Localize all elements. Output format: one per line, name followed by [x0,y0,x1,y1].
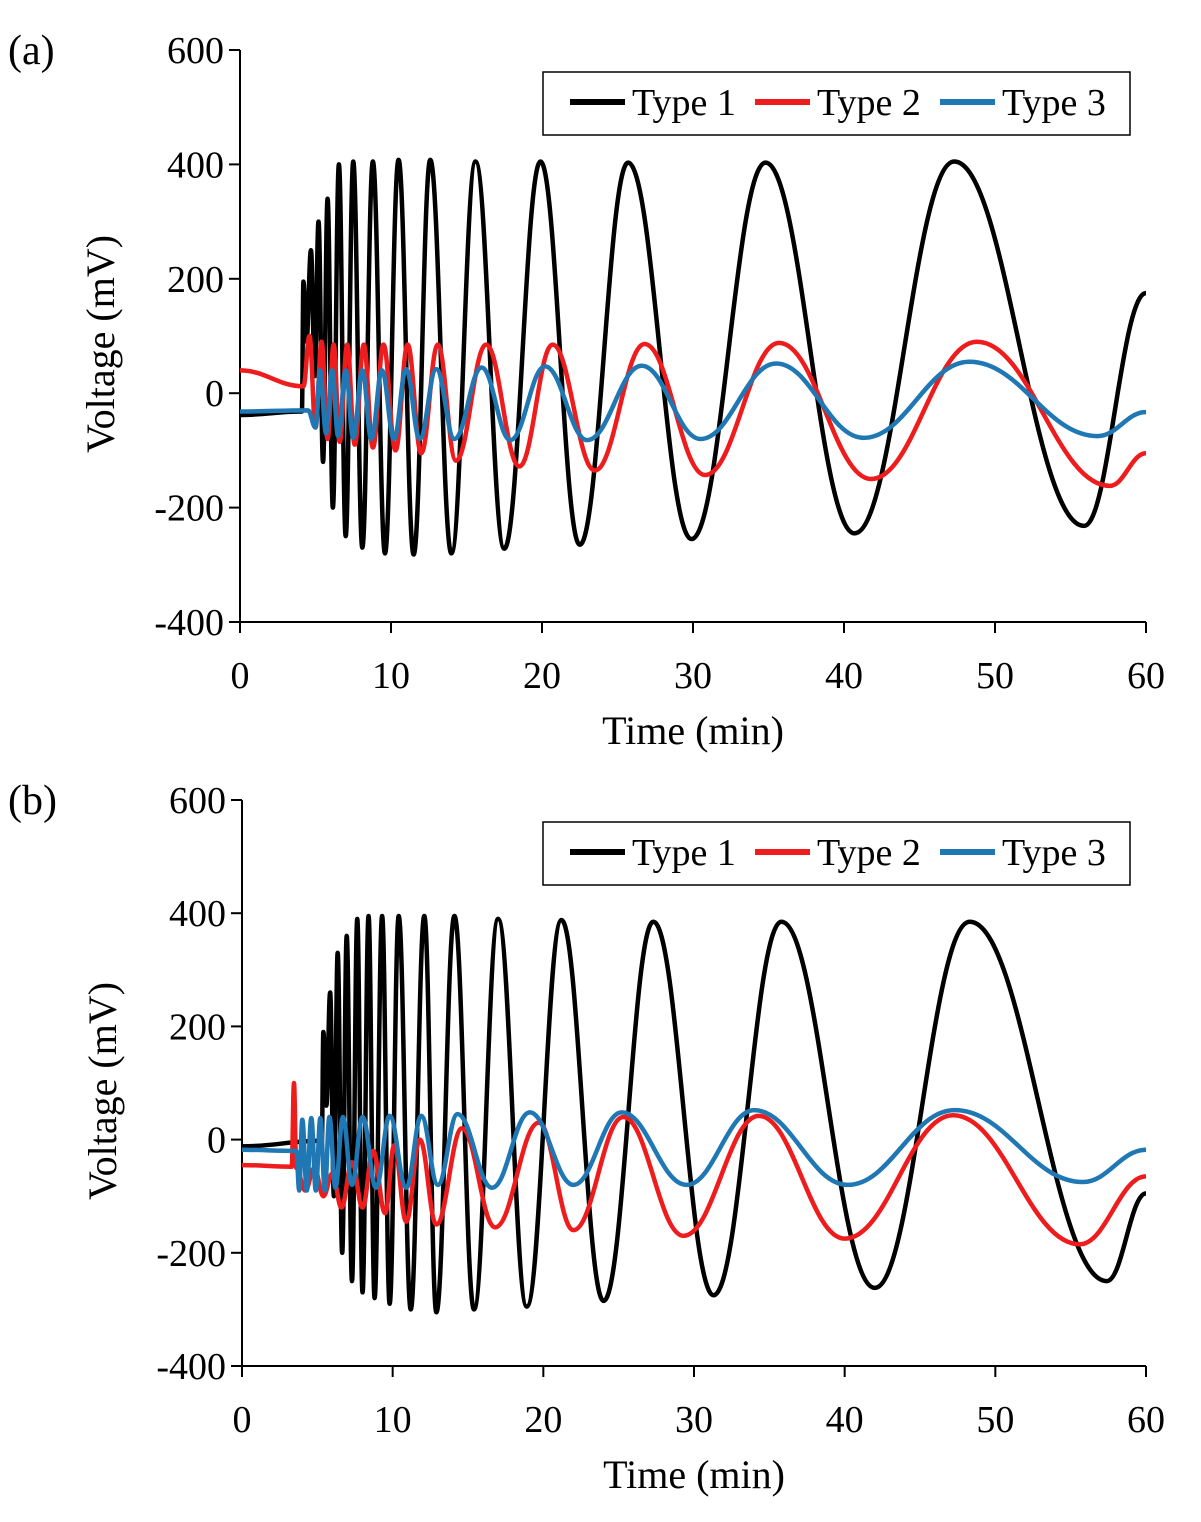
y-tick-label: 0 [205,373,224,415]
series-line [241,1107,1147,1193]
x-tick-label: 0 [231,655,250,697]
x-tick-label: 50 [976,655,1014,697]
y-tick-label: 200 [167,259,224,301]
legend-label: Type 2 [817,832,921,874]
x-tick-label: 30 [675,1399,713,1441]
x-tick-label: 50 [976,1399,1014,1441]
x-axis-title: Time (min) [603,1452,785,1497]
y-tick-label: -400 [156,1346,226,1388]
legend-label: Type 2 [817,82,921,124]
x-tick-label: 60 [1127,1399,1165,1441]
series-line [239,359,1147,443]
x-tick-label: 60 [1127,655,1165,697]
y-tick-label: 400 [169,893,226,935]
series-line [239,157,1148,557]
x-tick-label: 20 [523,655,561,697]
legend-label: Type 3 [1002,832,1106,874]
x-tick-label: 30 [674,655,712,697]
legend-label: Type 1 [632,82,736,124]
y-tick-label: 600 [167,30,224,72]
legend-label: Type 1 [632,832,736,874]
series-line [241,913,1147,1315]
x-tick-label: 40 [826,1399,864,1441]
legend-box [542,71,1131,136]
y-tick-label: 0 [207,1120,226,1162]
x-tick-label: 0 [233,1399,252,1441]
x-tick-label: 20 [524,1399,562,1441]
panel-label: (a) [8,28,55,74]
legend-label: Type 3 [1002,82,1106,124]
legend-box [542,821,1131,886]
y-tick-label: 600 [169,780,226,822]
x-axis-title: Time (min) [602,708,784,753]
y-tick-label: -200 [154,488,224,530]
panel-label: (b) [8,778,57,824]
y-axis-title: Voltage (mV) [78,235,123,453]
x-tick-label: 10 [372,655,410,697]
x-tick-label: 40 [825,655,863,697]
y-tick-label: -200 [156,1233,226,1275]
y-axis-title: Voltage (mV) [80,982,125,1200]
chart-panel: (a) -400 -200 0 200 400 600 0 10 20 30 40 50 60 Time (… [8,28,1165,753]
y-tick-label: 400 [167,144,224,186]
x-tick-label: 10 [374,1399,412,1441]
chart-panel: (b) -400 -200 0 200 400 600 0 10 20 30 40 50 60 Time (… [8,778,1165,1497]
y-tick-label: -400 [154,602,224,644]
y-tick-label: 200 [169,1006,226,1048]
